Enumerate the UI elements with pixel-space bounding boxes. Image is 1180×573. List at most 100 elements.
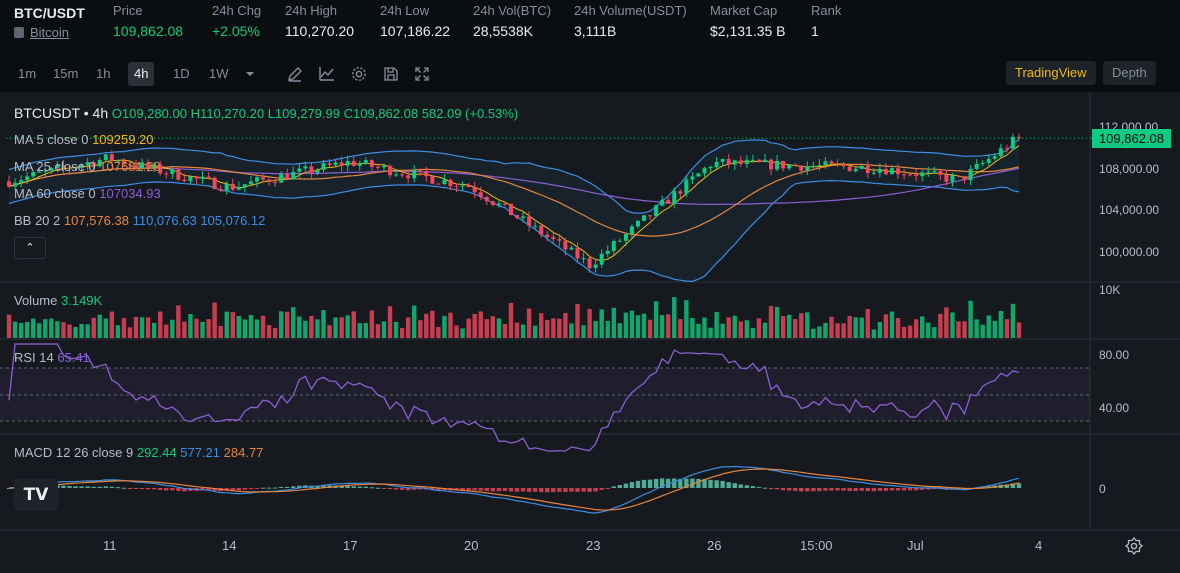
line-chart-icon[interactable] <box>317 64 337 84</box>
candle-body <box>381 165 386 168</box>
candle-body <box>327 163 332 165</box>
depth-button[interactable]: Depth <box>1103 61 1156 85</box>
candle-body <box>55 165 60 168</box>
stat-label: 24h Low <box>380 3 430 18</box>
volume-bar <box>944 307 949 338</box>
ma25-value: 107681.28 <box>99 159 161 174</box>
volume-bar <box>678 319 683 338</box>
volume-bar <box>1010 303 1016 338</box>
macd-histogram-bar <box>97 486 102 488</box>
macd-histogram-bar <box>829 488 834 491</box>
candle-body <box>303 166 308 169</box>
volume-bar <box>932 327 937 338</box>
candle-body <box>502 203 507 205</box>
volume-label: Volume <box>14 293 58 308</box>
volume-bar <box>151 322 157 338</box>
volume-bar <box>454 325 459 338</box>
volume-bar <box>363 322 369 338</box>
macd-histogram-bar <box>920 488 925 490</box>
rsi-value: 65.41 <box>57 350 90 365</box>
macd-histogram-bar <box>684 478 689 488</box>
macd-histogram-bar <box>121 487 127 489</box>
candle-body <box>696 173 701 177</box>
candle-body <box>436 183 441 185</box>
chart-area[interactable]: BTCUSDT • 4h O109,280.00 H110,270.20 L10… <box>0 92 1180 573</box>
candle-body <box>853 168 858 172</box>
candle-body <box>738 160 743 164</box>
volume-bar <box>369 310 375 338</box>
volume-bar <box>581 325 586 338</box>
volume-bar <box>393 321 399 338</box>
macd-histogram-bar <box>260 487 266 489</box>
timeframe-1d[interactable]: 1D <box>173 66 190 81</box>
stat-label: Rank <box>811 3 842 18</box>
macd-histogram-bar <box>823 488 828 491</box>
timeframe-15m[interactable]: 15m <box>53 66 79 81</box>
candle-body <box>1004 148 1009 150</box>
candle-body <box>140 162 145 168</box>
pencil-icon[interactable] <box>285 64 305 84</box>
volume-bar <box>230 312 235 338</box>
ma25-line <box>8 163 1020 237</box>
collapse-legend-button[interactable]: ⌃ <box>14 237 46 259</box>
macd-histogram-bar <box>278 486 284 488</box>
candle-body <box>551 236 556 240</box>
tradingview-button[interactable]: TradingView <box>1006 61 1096 85</box>
macd-histogram-bar <box>659 478 665 488</box>
macd-histogram-bar <box>490 488 496 492</box>
timeframe-1m[interactable]: 1m <box>18 66 37 81</box>
macd-histogram-bar <box>750 486 756 488</box>
volume-bar <box>520 324 526 338</box>
volume-bar <box>629 310 635 338</box>
volume-bar <box>460 328 465 338</box>
timeframe-1h[interactable]: 1h <box>96 66 111 81</box>
chart-canvas[interactable] <box>0 92 1180 573</box>
volume-bar <box>242 319 248 338</box>
macd-histogram-bar <box>472 488 477 491</box>
save-icon[interactable] <box>381 64 401 84</box>
candle-body <box>889 168 894 175</box>
candle-body <box>158 164 163 174</box>
macd-histogram-bar <box>762 487 768 489</box>
timeframe-4h[interactable]: 4h <box>128 62 155 86</box>
chevron-down-icon[interactable] <box>240 64 260 84</box>
volume-bar <box>333 317 338 338</box>
candle-body <box>454 186 459 188</box>
macd-signal-value: 284.77 <box>223 445 264 460</box>
macd-histogram-bar <box>653 478 659 488</box>
coin-link[interactable]: Bitcoin <box>14 25 69 40</box>
tradingview-logo[interactable]: TV <box>14 479 58 511</box>
volume-bar <box>73 326 78 338</box>
candle-body <box>345 160 350 166</box>
macd-histogram-bar <box>587 488 592 492</box>
price-axis-tick: 100,000.00 <box>1099 245 1160 259</box>
chart-settings-gear-icon[interactable] <box>1124 536 1144 556</box>
candle-body <box>690 176 695 180</box>
volume-bar <box>859 317 864 338</box>
candle-body <box>19 180 24 183</box>
macd-histogram-bar <box>502 488 508 491</box>
candle-body <box>285 174 290 180</box>
volume-bar <box>436 327 441 338</box>
timeframe-1w[interactable]: 1W <box>209 66 229 81</box>
volume-bar <box>786 314 792 338</box>
fullscreen-icon[interactable] <box>412 64 432 84</box>
volume-bar <box>24 321 30 338</box>
candle-body <box>25 176 30 181</box>
macd-histogram-bar <box>738 484 743 488</box>
volume-bar <box>67 324 72 338</box>
volume-bar <box>478 311 483 338</box>
candle-body <box>968 169 973 181</box>
volume-bar <box>738 321 743 338</box>
volume-bar <box>375 324 381 338</box>
macd-histogram-bar <box>847 488 852 492</box>
stat-value: $2,131.35 B <box>710 23 786 39</box>
candle-body <box>714 161 719 168</box>
macd-histogram-bar <box>539 488 544 493</box>
volume-bar <box>545 319 550 338</box>
volume-bar <box>248 315 254 338</box>
gear-icon[interactable] <box>349 64 369 84</box>
candle-body <box>799 165 804 171</box>
candle-body <box>127 164 132 166</box>
volume-bar <box>774 306 780 338</box>
